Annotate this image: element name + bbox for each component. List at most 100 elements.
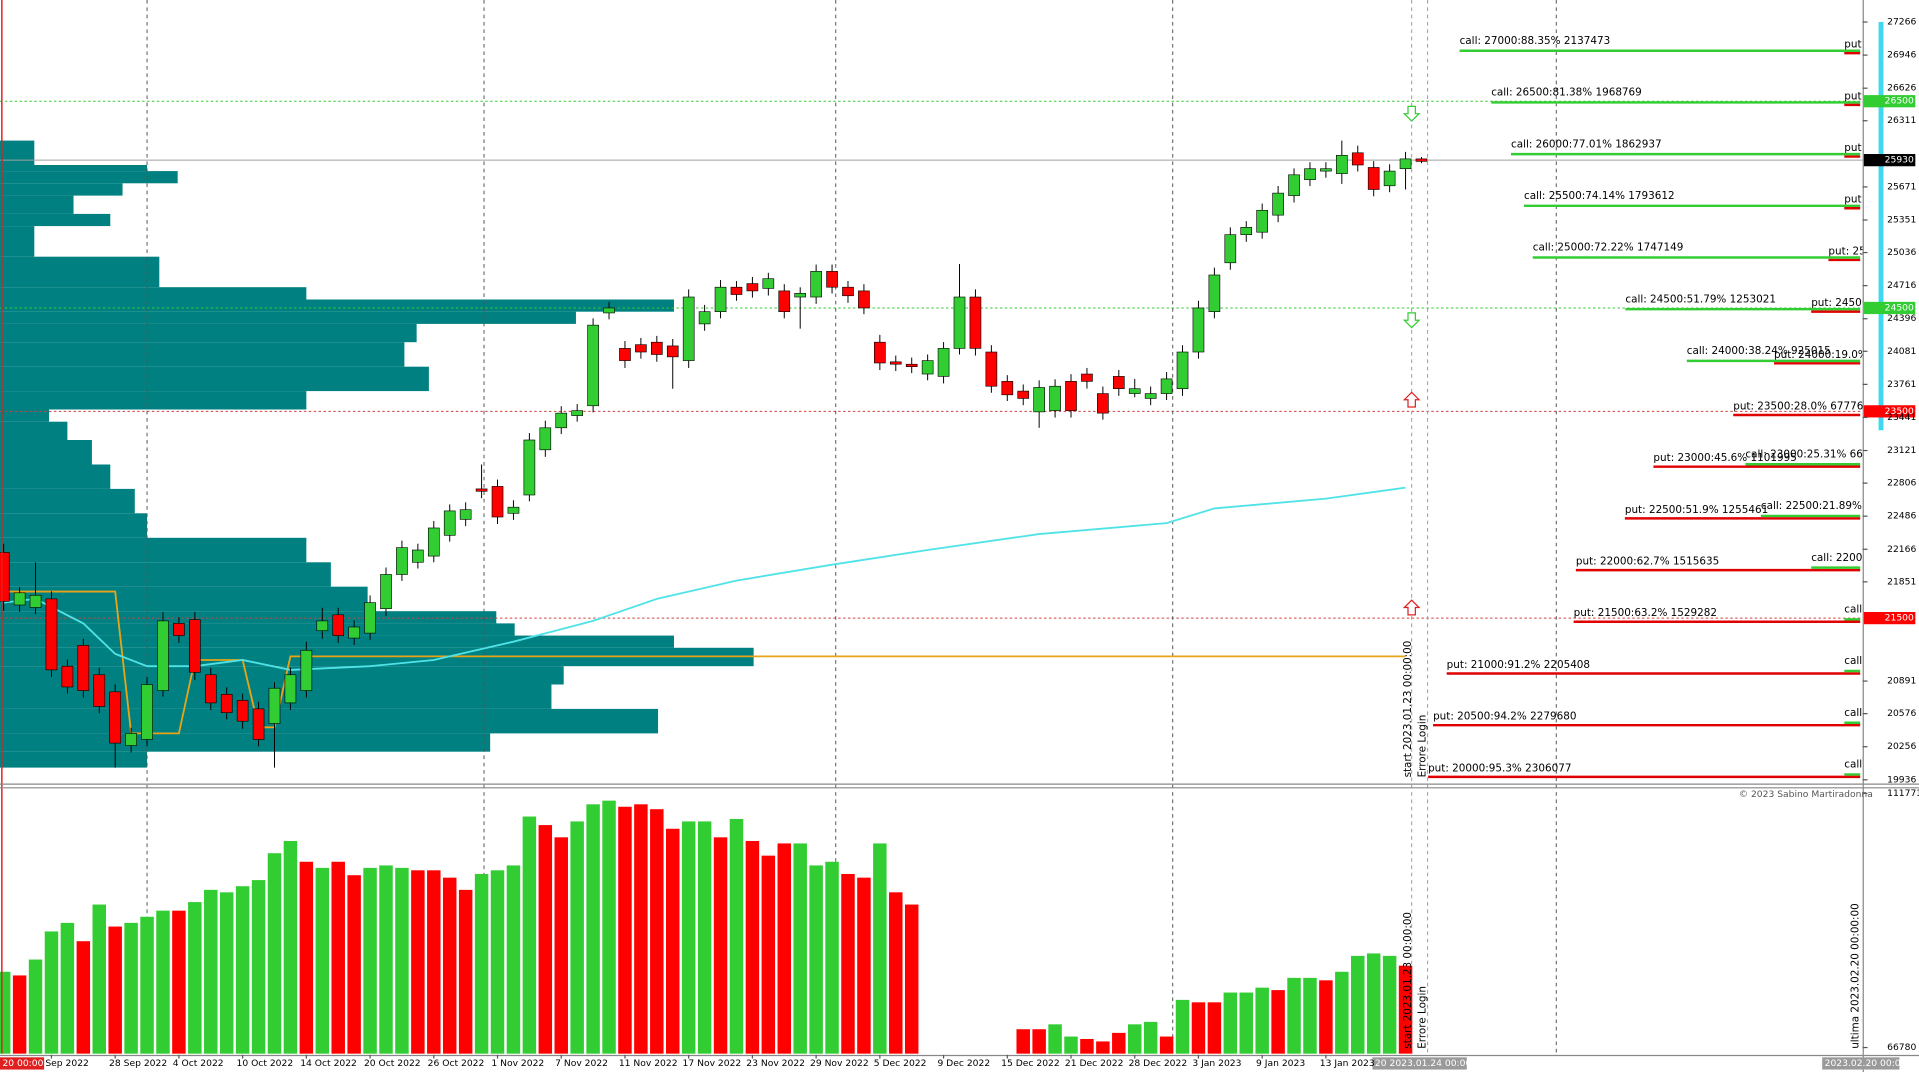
price-marker-label: 25930 [1885,155,1914,166]
volume-bar [713,837,728,1054]
profile-bar [0,635,674,648]
y-tick-label: 20576 [1887,708,1916,719]
up-arrow [1402,599,1421,616]
x-tick-label: 11 Nov 2022 [619,1058,678,1069]
profile-bar [0,421,68,440]
y-tick-label: 66780 [1887,1042,1916,1053]
volume-bar [1271,990,1285,1054]
candle-body [1049,385,1061,411]
candle-body [619,348,631,361]
volume-panel [0,800,1413,1054]
candle-body [61,665,74,688]
x-tick-label: 23 Nov 2022 [746,1058,805,1069]
candle-body [1399,158,1412,170]
volume-bar [379,865,393,1054]
call-label: call: 25000:72.22% 1747149 [1533,242,1684,254]
volume-bar [697,821,712,1054]
x-tick-label: 28 Sep 2022 [109,1058,167,1069]
volume-bar [1080,1038,1094,1054]
price-marker-box [1863,95,1916,108]
volume-bar [60,922,75,1054]
candle-body [316,620,329,632]
candle-body [1208,274,1221,312]
candle-body [1240,227,1253,235]
x-tick-label: 15 Dec 2022 [1001,1058,1060,1069]
candle-body [236,700,249,722]
y-tick-label: 26626 [1887,83,1916,94]
candle-body [842,286,854,297]
candle-body [539,427,552,451]
candle-body [1160,378,1173,394]
volume-bar [618,806,632,1054]
volume-bar [76,941,91,1054]
up-arrow [1402,391,1421,408]
profile-bar [0,733,491,752]
call-label: call: 20 [1844,707,1882,719]
y-tick-label: 25671 [1887,181,1916,192]
volume-bar [363,867,377,1054]
candle-body [874,341,886,364]
price-marker-box [1863,612,1916,625]
candle-body [953,296,966,349]
volume-bar [1223,992,1238,1054]
volume-bar [235,886,250,1054]
candle-body [109,691,122,744]
volume-bar [411,870,425,1054]
y-tick-label: 22486 [1887,511,1916,522]
call-label: call: 25500:74.14% 1793612 [1524,190,1675,202]
volume-bar [299,861,314,1054]
candle-body [1065,381,1077,411]
profile-bar [0,213,111,227]
volume-bar [490,870,505,1054]
call-label: call: 26000:77.01% 1862937 [1511,138,1662,150]
x-tick-label: 14 Oct 2022 [300,1058,357,1069]
moving-average [3,486,1406,671]
volume-bar [761,855,776,1054]
profile-bar [0,708,659,734]
volume-bar [745,840,760,1054]
candle-body [810,271,822,298]
volume-bar [1207,1002,1222,1054]
volume-bar [124,922,138,1054]
volume-bar [570,821,584,1054]
candle-body [220,694,233,713]
x-tick-label: 1 Nov 2022 [491,1058,544,1069]
volume-bar [904,904,919,1054]
volume-bar [267,853,282,1054]
candle-body [921,360,934,375]
time-marker-box [0,1057,45,1070]
profile-bar [0,311,576,324]
volume-bar [857,877,871,1054]
candle-body [1192,307,1205,353]
price-panel-under [0,100,1863,768]
time-marker: 20 00:00 [2,1058,43,1069]
profile-bar [0,751,148,768]
candle-body [252,708,265,740]
profile-bar [0,611,497,624]
x-tick-label: 13 Jan 2023 [1320,1058,1375,1069]
y-tick-label: 22166 [1887,544,1916,555]
y-tick-label: 23441 [1887,412,1916,423]
time-marker-box [1822,1057,1900,1070]
volume-bar [315,867,330,1054]
profile-bar [0,439,92,465]
y-tick-label: 21851 [1887,576,1916,587]
candle-body [204,674,217,704]
candle-body [937,348,950,377]
candle-body [985,351,998,387]
profile-bar [0,195,74,214]
candle-body [858,290,870,309]
candle-body [523,439,536,496]
volume-bar [442,877,457,1054]
candle-body [1033,387,1045,413]
x-tick-label: 7 Nov 2022 [555,1058,608,1069]
put-label: put: 22500:51.9% 1255461 [1625,504,1768,516]
candle-body [157,620,169,691]
price-marker-box [1863,405,1916,418]
volume-bar [1303,977,1317,1054]
candle-body [666,345,679,358]
put-label: put: 24000:19.0% 4 [1774,349,1878,361]
volume-bar [554,837,568,1054]
candle-body [332,614,345,636]
volume-bar [1159,1036,1174,1054]
